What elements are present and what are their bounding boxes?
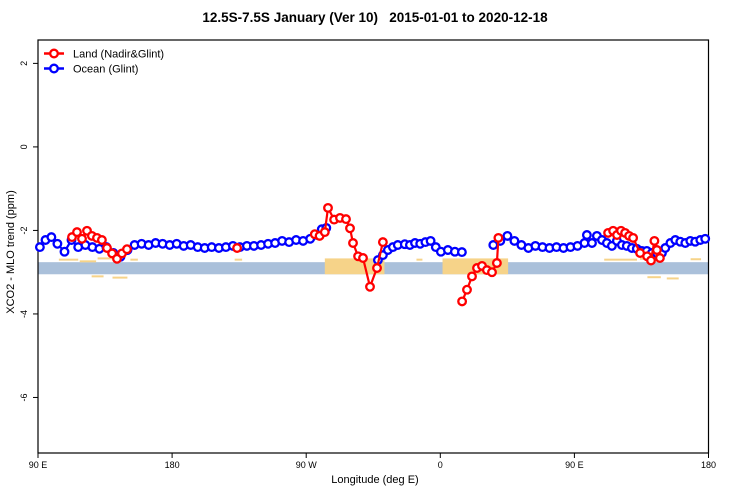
data-point xyxy=(581,230,592,240)
data-point xyxy=(52,238,63,249)
orange-speckle xyxy=(130,258,138,261)
orange-speckle xyxy=(690,258,702,261)
data-point xyxy=(425,235,436,246)
x-tick-label: 180 xyxy=(701,460,716,470)
data-point xyxy=(456,247,467,258)
data-point xyxy=(646,255,656,266)
data-point xyxy=(345,223,355,234)
data-point xyxy=(457,296,468,307)
data-point xyxy=(96,235,107,245)
legend-marker xyxy=(49,48,59,59)
orange-speckle xyxy=(647,276,661,279)
data-point xyxy=(487,267,497,278)
orange-speckle xyxy=(91,275,104,278)
orange-speckle xyxy=(58,258,79,261)
x-tick-label: 90 E xyxy=(565,460,584,470)
y-tick-label: 2 xyxy=(19,61,29,66)
y-tick-label: -6 xyxy=(19,393,29,401)
data-point xyxy=(467,271,477,282)
y-axis-label: XCO2 - MLO trend (ppm) xyxy=(5,190,17,314)
data-point xyxy=(34,242,45,253)
y-tick-label: 0 xyxy=(19,144,29,149)
orange-speckle xyxy=(604,258,637,261)
data-point xyxy=(358,253,368,263)
data-point xyxy=(77,233,87,244)
x-tick-label: 90 E xyxy=(29,460,48,470)
data-point xyxy=(348,238,358,248)
data-point xyxy=(232,243,243,253)
orange-speckle xyxy=(416,258,423,261)
y-tick-label: -4 xyxy=(19,310,29,318)
data-point xyxy=(700,233,711,244)
orange-speckle xyxy=(112,276,128,279)
orange-shaded-segment xyxy=(324,258,385,275)
x-axis-label: Longitude (deg E) xyxy=(331,474,419,486)
data-point xyxy=(462,284,472,295)
data-point xyxy=(651,245,662,255)
orange-speckle xyxy=(666,277,679,280)
orange-speckle xyxy=(234,258,243,261)
legend-label-land: Land (Nadir&Glint) xyxy=(73,49,164,61)
data-point xyxy=(122,244,132,255)
legend-label-ocean: Ocean (Glint) xyxy=(73,64,138,76)
data-point xyxy=(341,214,351,225)
data-point xyxy=(323,202,333,213)
data-point xyxy=(319,227,330,238)
x-tick-label: 0 xyxy=(438,460,443,470)
data-point xyxy=(46,232,57,243)
x-tick-label: 180 xyxy=(165,460,180,470)
orange-speckle xyxy=(79,260,97,263)
y-tick-label: -2 xyxy=(19,226,29,234)
data-point xyxy=(493,232,504,243)
data-point xyxy=(654,253,665,263)
data-point xyxy=(72,227,82,238)
chart-title: 12.5S-7.5S January (Ver 10) 2015-01-01 t… xyxy=(202,10,548,25)
x-tick-label: 90 W xyxy=(296,460,318,470)
data-point xyxy=(59,246,70,257)
data-point xyxy=(365,281,375,292)
data-series xyxy=(34,202,711,307)
data-point xyxy=(377,237,388,248)
data-point xyxy=(587,238,597,248)
data-point xyxy=(502,230,513,241)
legend-marker xyxy=(49,63,59,74)
data-point xyxy=(491,258,502,268)
orange-speckle xyxy=(97,257,114,260)
legend: Land (Nadir&Glint) Ocean (Glint) xyxy=(44,49,164,76)
data-point xyxy=(509,235,520,246)
data-point xyxy=(372,263,382,273)
data-point xyxy=(649,235,660,246)
data-point xyxy=(628,232,639,243)
